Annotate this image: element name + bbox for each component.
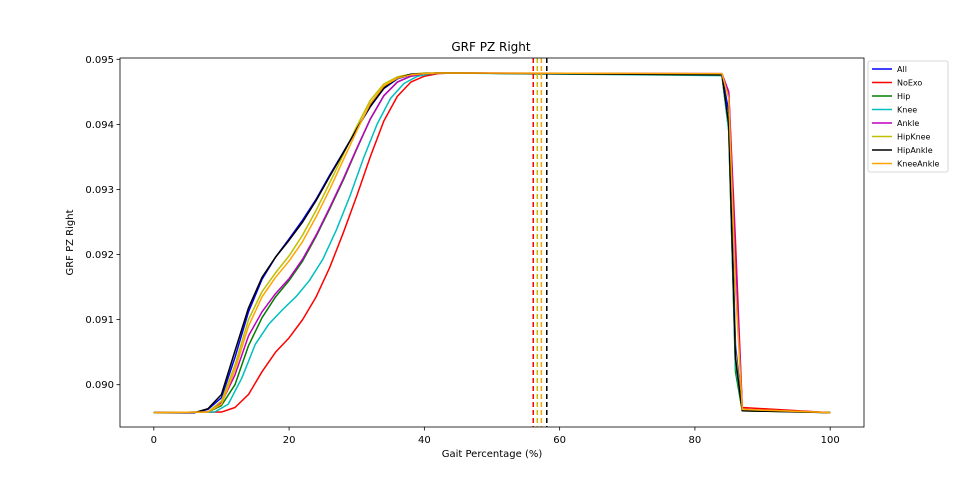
x-tick-label-40: 40 xyxy=(418,435,431,446)
y-tick-label-2: 0.092 xyxy=(85,250,114,261)
legend-label-ankle: Ankle xyxy=(897,119,919,128)
y-tick-label-3: 0.093 xyxy=(85,185,114,196)
y-axis-label: GRF PZ Right xyxy=(65,209,76,275)
series-line-hipankle xyxy=(153,72,831,414)
legend-box xyxy=(867,60,949,173)
legend-label-kneeankle: KneeAnkle xyxy=(897,160,940,169)
plot-area xyxy=(119,57,865,428)
x-axis-label: Gait Percentage (%) xyxy=(442,449,543,460)
x-tick-label-100: 100 xyxy=(821,435,840,446)
x-tick-label-0: 0 xyxy=(151,435,157,446)
series-line-kneeankle xyxy=(153,72,831,414)
axes-frame xyxy=(119,57,865,428)
x-axis: 0 20 40 60 80 100 xyxy=(151,427,840,446)
y-tick-label-5: 0.095 xyxy=(85,55,114,66)
y-tick-label-0: 0.090 xyxy=(85,380,114,391)
series-lines xyxy=(153,72,831,414)
legend: AllNoExoHipKneeAnkleHipKneeHipAnkleKneeA… xyxy=(867,60,949,173)
legend-label-all: All xyxy=(897,65,907,74)
legend-label-hip: Hip xyxy=(897,92,910,101)
legend-label-hipknee: HipKnee xyxy=(897,133,931,142)
x-tick-label-60: 60 xyxy=(553,435,566,446)
legend-label-hipankle: HipAnkle xyxy=(897,146,933,155)
vertical-markers xyxy=(532,58,548,427)
x-tick-label-80: 80 xyxy=(689,435,702,446)
y-tick-label-1: 0.091 xyxy=(85,315,114,326)
y-axis: 0.090 0.091 0.092 0.093 0.094 0.095 xyxy=(85,55,120,391)
x-tick-label-20: 20 xyxy=(283,435,296,446)
y-tick-label-4: 0.094 xyxy=(85,120,114,131)
legend-label-noexo: NoExo xyxy=(897,79,922,88)
legend-label-knee: Knee xyxy=(897,106,917,115)
chart-title: GRF PZ Right xyxy=(451,40,531,54)
legend-items: AllNoExoHipKneeAnkleHipKneeHipAnkleKneeA… xyxy=(872,65,940,169)
